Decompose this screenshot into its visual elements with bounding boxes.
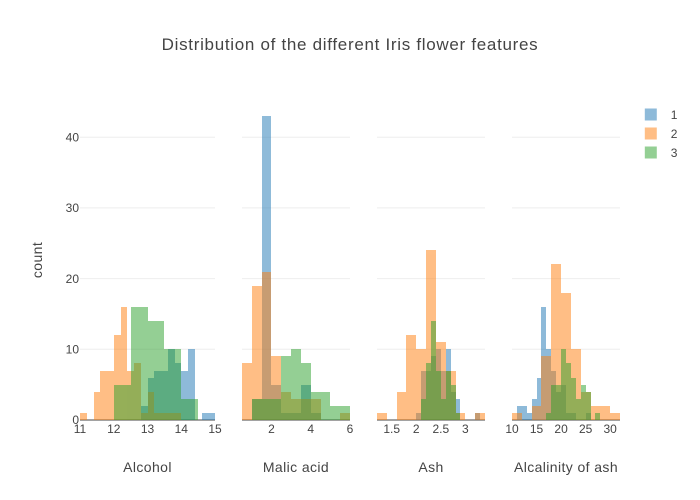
svg-text:20: 20 [66, 272, 80, 286]
svg-text:13: 13 [141, 422, 155, 436]
svg-text:Ash: Ash [418, 459, 443, 475]
svg-text:10: 10 [505, 422, 519, 436]
svg-text:3: 3 [462, 422, 469, 436]
svg-text:6: 6 [347, 422, 354, 436]
svg-text:14: 14 [175, 422, 189, 436]
svg-text:Distribution of the different: Distribution of the different Iris flowe… [162, 35, 539, 54]
svg-text:30: 30 [66, 201, 80, 215]
svg-text:15: 15 [530, 422, 544, 436]
svg-text:15: 15 [208, 422, 222, 436]
svg-text:12: 12 [107, 422, 121, 436]
svg-text:Alcohol: Alcohol [123, 459, 172, 475]
svg-text:2.5: 2.5 [432, 422, 449, 436]
svg-text:1: 1 [671, 108, 678, 122]
svg-text:11: 11 [74, 422, 87, 436]
svg-text:30: 30 [604, 422, 618, 436]
svg-text:20: 20 [554, 422, 568, 436]
svg-text:10: 10 [66, 343, 80, 357]
svg-text:0: 0 [72, 413, 79, 427]
svg-text:2: 2 [268, 422, 275, 436]
svg-text:count: count [29, 242, 45, 278]
svg-text:1.5: 1.5 [383, 422, 400, 436]
svg-text:25: 25 [579, 422, 593, 436]
svg-text:4: 4 [307, 422, 314, 436]
svg-text:40: 40 [66, 130, 80, 144]
svg-text:Alcalinity of ash: Alcalinity of ash [514, 459, 618, 475]
svg-text:2: 2 [413, 422, 420, 436]
svg-text:3: 3 [671, 146, 678, 160]
svg-text:2: 2 [671, 127, 678, 141]
svg-text:Malic acid: Malic acid [263, 459, 329, 475]
